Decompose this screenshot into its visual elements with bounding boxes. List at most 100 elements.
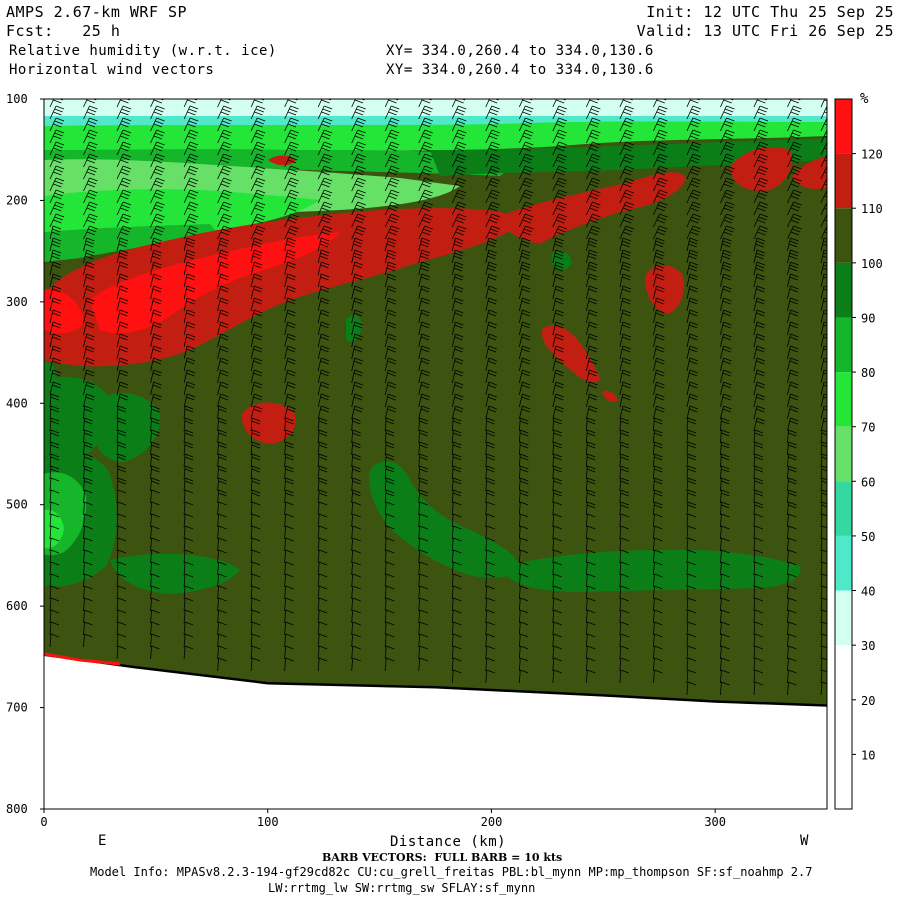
barb-staff bbox=[518, 513, 521, 528]
barb-staff bbox=[183, 141, 191, 156]
barb-staff bbox=[217, 621, 220, 636]
barb-flag bbox=[454, 384, 463, 389]
rh-red-small-mid bbox=[644, 265, 685, 314]
barb-staff bbox=[351, 573, 354, 588]
barb-flag bbox=[455, 159, 464, 164]
barb-flag bbox=[523, 132, 533, 137]
barb-flag bbox=[285, 645, 294, 650]
barb-flag bbox=[186, 381, 196, 386]
barb-flag bbox=[723, 111, 732, 116]
barb-flag bbox=[486, 585, 495, 590]
barb-flag bbox=[525, 141, 534, 146]
barb-staff bbox=[619, 561, 622, 576]
barb-flag bbox=[622, 348, 631, 353]
barb-staff bbox=[619, 417, 622, 432]
barb-flag bbox=[519, 480, 529, 485]
barb-flag bbox=[352, 456, 361, 461]
barb-staff bbox=[284, 321, 289, 336]
barb-staff bbox=[418, 201, 426, 216]
barb-staff bbox=[83, 201, 90, 216]
barb-staff bbox=[183, 489, 186, 504]
barb-staff bbox=[49, 249, 54, 264]
barb-flag bbox=[153, 183, 163, 188]
barb-flag bbox=[490, 120, 499, 125]
barb-flag bbox=[490, 204, 499, 209]
barb-staff bbox=[451, 237, 456, 252]
barb-flag bbox=[754, 573, 764, 578]
barb-flag bbox=[556, 111, 565, 116]
barb-flag bbox=[721, 537, 730, 542]
barb-staff bbox=[485, 669, 488, 684]
barb-flag bbox=[654, 645, 663, 650]
barb-staff bbox=[250, 525, 253, 540]
barb-flag bbox=[156, 177, 165, 182]
barb-flag bbox=[553, 441, 562, 446]
barb-flag bbox=[85, 243, 94, 248]
barb-staff bbox=[820, 417, 825, 432]
barb-staff bbox=[451, 153, 459, 168]
barb-flag bbox=[151, 465, 160, 470]
barb-flag bbox=[419, 489, 428, 494]
barb-staff bbox=[150, 393, 154, 408]
barb-flag bbox=[321, 321, 330, 326]
barb-staff bbox=[284, 537, 287, 552]
barb-flag bbox=[187, 123, 196, 128]
barb-flag bbox=[184, 561, 194, 566]
barb-staff bbox=[485, 441, 488, 456]
barb-staff bbox=[351, 117, 359, 132]
barb-staff bbox=[49, 489, 52, 504]
barb-staff bbox=[351, 99, 359, 108]
barb-staff bbox=[720, 597, 722, 612]
barb-flag bbox=[84, 441, 93, 446]
barb-flag bbox=[419, 501, 428, 506]
barb-staff bbox=[150, 309, 154, 324]
barb-staff bbox=[250, 537, 253, 552]
barb-staff bbox=[485, 225, 493, 240]
barb-flag bbox=[486, 477, 495, 482]
barb-flag bbox=[721, 621, 730, 626]
barb-flag bbox=[151, 480, 160, 485]
barb-flag bbox=[220, 99, 230, 104]
barb-flag bbox=[687, 432, 696, 437]
barb-flag bbox=[555, 408, 564, 413]
barb-flag bbox=[586, 420, 596, 425]
barb-staff bbox=[518, 141, 526, 156]
barb-staff bbox=[485, 585, 488, 600]
barb-flag bbox=[253, 309, 263, 314]
barb-flag bbox=[184, 501, 194, 506]
barb-flag bbox=[84, 444, 93, 449]
barb-staff bbox=[284, 165, 292, 180]
barb-flag bbox=[655, 312, 664, 317]
barb-staff bbox=[720, 609, 722, 624]
barb-flag bbox=[156, 117, 165, 122]
barb-flag bbox=[256, 153, 266, 158]
barb-staff bbox=[284, 609, 287, 624]
barb-flag bbox=[389, 156, 399, 161]
barb-flag bbox=[253, 372, 262, 377]
barb-staff bbox=[217, 369, 221, 384]
barb-flag bbox=[319, 429, 328, 434]
barb-staff bbox=[351, 609, 354, 624]
barb-flag bbox=[491, 225, 500, 230]
barb-staff bbox=[485, 201, 493, 216]
barb-flag bbox=[488, 237, 497, 242]
barb-staff bbox=[485, 477, 488, 492]
barb-staff bbox=[418, 405, 423, 420]
barb-flag bbox=[520, 417, 529, 422]
barb-staff bbox=[787, 105, 794, 120]
barb-flag bbox=[189, 177, 199, 182]
barb-staff bbox=[653, 105, 660, 120]
barb-staff bbox=[317, 441, 320, 456]
barb-staff bbox=[820, 153, 827, 168]
barb-flag bbox=[824, 231, 827, 236]
barb-staff bbox=[183, 573, 186, 588]
barb-staff bbox=[686, 417, 689, 432]
barb-staff bbox=[418, 117, 426, 132]
barb-flag bbox=[321, 285, 330, 290]
barb-flag bbox=[151, 621, 160, 626]
barb-staff bbox=[150, 225, 157, 240]
barb-staff bbox=[217, 609, 220, 624]
barb-flag bbox=[721, 417, 730, 422]
barb-staff bbox=[820, 297, 825, 312]
barb-flag bbox=[587, 669, 596, 674]
